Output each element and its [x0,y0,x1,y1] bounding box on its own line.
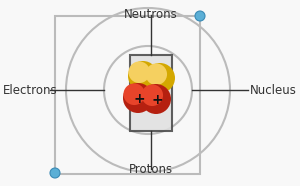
Circle shape [141,84,171,114]
Text: Protons: Protons [129,163,173,176]
Text: +: + [133,92,145,106]
Circle shape [123,84,145,105]
Bar [130,55,172,131]
Circle shape [50,168,60,178]
Circle shape [142,84,163,106]
Text: Nucleus: Nucleus [250,84,297,97]
Circle shape [146,63,167,85]
Text: +: + [151,93,163,107]
Text: Electrons: Electrons [3,84,58,97]
Circle shape [123,83,153,113]
Circle shape [128,61,158,91]
Circle shape [195,11,205,21]
Circle shape [145,63,175,93]
Bar [55,16,200,174]
Text: Neutrons: Neutrons [124,8,178,21]
Circle shape [128,61,150,83]
